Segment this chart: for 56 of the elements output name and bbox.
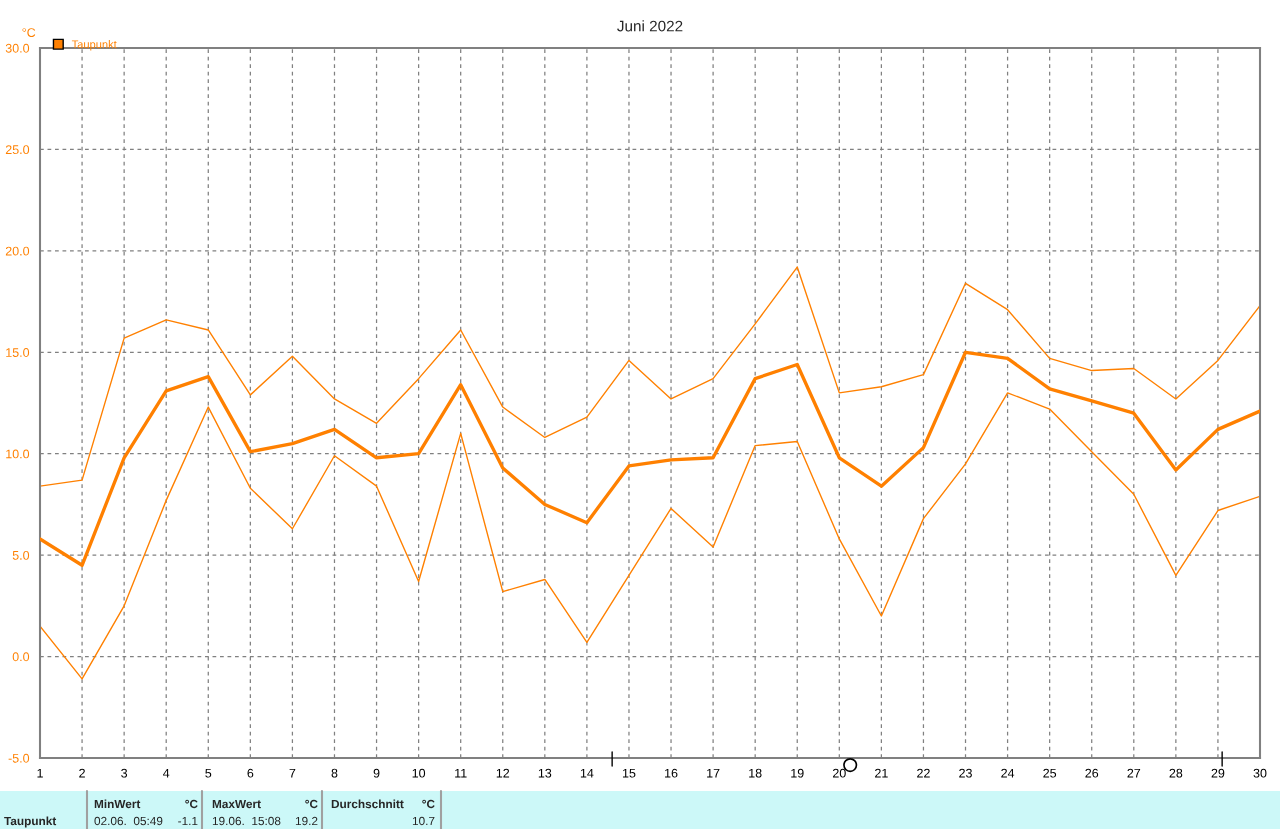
x-tick-label: 6 xyxy=(247,768,254,778)
x-tick-label: 9 xyxy=(373,768,380,778)
text: MinWert xyxy=(94,799,141,809)
y-tick-label: 25.0 xyxy=(5,145,30,155)
x-tick-label: 25 xyxy=(1043,768,1057,778)
x-tick-label: 29 xyxy=(1211,768,1225,778)
x-tick-label: 2 xyxy=(79,768,85,778)
x-tick-label: 1 xyxy=(37,768,43,778)
x-tick-label: 28 xyxy=(1169,768,1183,778)
text: 02.06. 05:49 xyxy=(94,816,163,826)
text: -1.1 xyxy=(178,816,198,826)
x-tick-label: 26 xyxy=(1085,768,1099,778)
x-tick-label: 5 xyxy=(205,768,212,778)
x-tick-label: 16 xyxy=(665,768,678,778)
x-tick-label: 14 xyxy=(580,768,594,778)
x-tick-label: 19 xyxy=(791,768,804,778)
y-axis-title: °C xyxy=(22,28,36,38)
y-tick-label: 30.0 xyxy=(5,43,30,53)
x-tick-label: 10 xyxy=(412,768,426,778)
x-tick-label: 22 xyxy=(917,768,930,778)
y-tick-label: 10.0 xyxy=(6,449,30,459)
x-tick-label: 20 xyxy=(832,768,846,778)
x-tick-label: 17 xyxy=(707,768,720,778)
y-tick-label: 20.0 xyxy=(5,246,30,256)
x-tick-label: 11 xyxy=(455,768,467,778)
text: Durchschnitt xyxy=(331,799,404,809)
y-tick-label: 5.0 xyxy=(12,550,30,560)
chart-title: Juni 2022 xyxy=(617,20,683,32)
text: 10.7 xyxy=(412,816,435,826)
x-tick-label: 23 xyxy=(959,768,972,778)
x-tick-label: 15 xyxy=(622,768,636,778)
x-tick-label: 12 xyxy=(496,768,510,778)
x-tick-label: 18 xyxy=(749,768,762,778)
x-tick-label: 24 xyxy=(1001,768,1015,778)
text: Taupunkt xyxy=(4,816,57,828)
y-tick-label: 0.0 xyxy=(12,652,30,662)
y-tick-label: 15.0 xyxy=(6,348,30,357)
text: 19.2 xyxy=(295,816,318,826)
line-series xyxy=(40,392,1260,680)
line-series xyxy=(40,266,1260,487)
text: 19.06. 15:08 xyxy=(212,816,281,826)
line-series xyxy=(40,350,1260,567)
x-tick-label: 21 xyxy=(875,768,888,778)
text: MaxWert xyxy=(212,799,261,809)
y-tick-label: -5.0 xyxy=(8,753,30,763)
x-tick-label: 13 xyxy=(538,768,552,778)
x-tick-label: 27 xyxy=(1127,768,1141,778)
x-tick-label: 3 xyxy=(121,768,128,778)
x-tick-label: 8 xyxy=(331,768,338,778)
x-tick-label: 4 xyxy=(163,768,170,778)
x-tick-label: 30 xyxy=(1253,768,1267,778)
x-tick-label: 7 xyxy=(289,768,296,778)
text: °C xyxy=(422,799,435,809)
legend-label: Taupunkt xyxy=(71,40,117,51)
text: °C xyxy=(185,799,198,809)
text: °C xyxy=(305,799,318,809)
